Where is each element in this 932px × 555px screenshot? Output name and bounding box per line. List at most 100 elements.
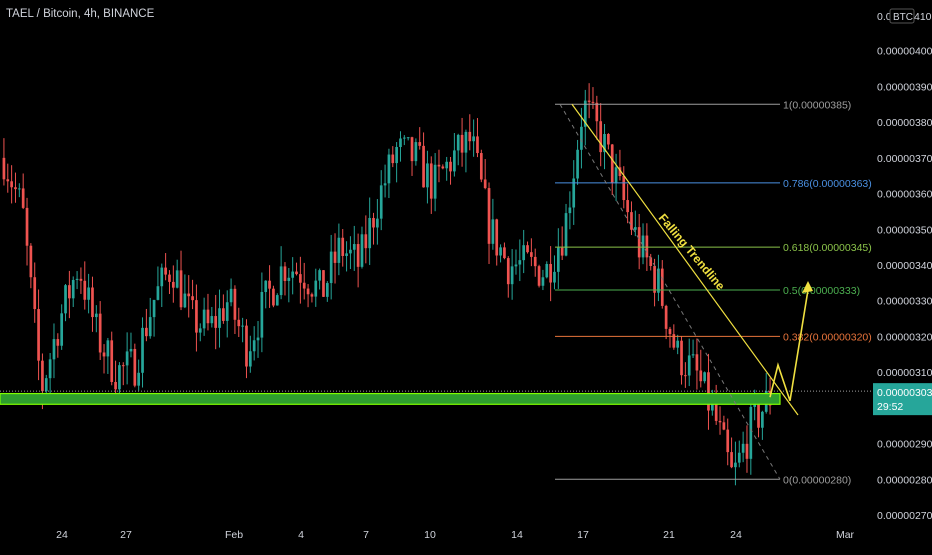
candle-body — [164, 267, 167, 275]
y-tick-label: 0.00000330 — [877, 296, 932, 308]
candle-body — [545, 263, 549, 278]
candle-body — [287, 277, 291, 281]
candle-body — [195, 300, 198, 333]
candle-body — [464, 131, 468, 153]
axis-top-partial: 0.0 — [877, 11, 892, 23]
candle-body — [657, 268, 660, 293]
candle-body — [633, 227, 637, 230]
candle-body — [714, 401, 718, 421]
candle-body — [222, 308, 225, 321]
candle-body — [533, 256, 537, 267]
candle-body — [745, 443, 749, 459]
candle-body — [684, 375, 687, 377]
fib-level-label: 0.5(0.00000333) — [783, 285, 860, 297]
candle-body — [710, 401, 714, 411]
projection-arrowhead — [802, 281, 813, 293]
candle-body — [295, 271, 298, 275]
x-tick-label: 7 — [363, 529, 369, 541]
candle-body — [741, 443, 745, 453]
candle-body — [268, 280, 271, 289]
candle-body — [291, 271, 295, 278]
candle-body — [87, 287, 90, 300]
candle-body — [737, 452, 741, 463]
candle-body — [445, 161, 449, 169]
candle-body — [749, 406, 753, 459]
candle-body — [279, 266, 283, 296]
candle-body — [437, 164, 441, 167]
candle-body — [21, 188, 25, 208]
candle-body — [337, 237, 341, 263]
candle-body — [757, 401, 760, 428]
candle-body — [410, 137, 414, 162]
candle-body — [402, 137, 406, 139]
candle-body — [695, 354, 699, 371]
candle-body — [541, 277, 545, 286]
candle-body — [306, 288, 310, 295]
candle-body — [653, 265, 656, 293]
candle-body — [314, 280, 318, 297]
candle-body — [372, 217, 375, 228]
candle-body — [379, 185, 383, 219]
y-tick-label: 0.00000310 — [877, 367, 932, 379]
candle-body — [225, 302, 229, 321]
candle-body — [572, 178, 576, 208]
y-tick-label: 0.00000360 — [877, 189, 932, 201]
y-tick-label: 0.00000340 — [877, 260, 932, 272]
candle-body — [133, 348, 137, 386]
candle-body — [599, 121, 603, 153]
candle-body — [275, 295, 279, 306]
trendline-label: Falling Trendline — [656, 211, 728, 293]
candle-body — [98, 313, 102, 353]
projection-path — [769, 289, 809, 401]
candle-body — [33, 277, 37, 310]
candle-body — [137, 372, 141, 386]
candle-body — [283, 266, 287, 281]
axis-top-partial-tail: 410 — [914, 11, 932, 23]
candle-body — [56, 339, 60, 346]
candle-body — [44, 378, 48, 392]
candle-body — [387, 154, 391, 184]
candle-body — [587, 100, 591, 102]
candle-body — [345, 253, 348, 256]
candle-body — [118, 365, 121, 390]
candle-body — [441, 166, 445, 169]
candle-body — [148, 317, 152, 337]
candle-body — [349, 249, 352, 254]
candle-body — [622, 176, 626, 201]
candle-body — [106, 340, 110, 357]
y-tick-label: 0.00000270 — [877, 510, 932, 522]
candle-body — [329, 251, 333, 284]
candle-body — [556, 247, 560, 272]
candle-body — [614, 167, 618, 183]
candle-body — [376, 218, 379, 228]
candle-body — [79, 278, 83, 281]
candle-body — [91, 287, 94, 318]
currency-badge — [889, 8, 915, 24]
candle-body — [399, 138, 402, 148]
candle-body — [514, 264, 518, 267]
candle-body — [499, 247, 502, 256]
candle-body — [94, 313, 98, 318]
candle-body — [668, 328, 672, 335]
candle-body — [141, 327, 144, 373]
candle-body — [580, 126, 583, 150]
falling-trendline — [571, 103, 799, 416]
candle-body — [630, 212, 633, 230]
last-price-label: 0.00000303 — [877, 387, 932, 399]
candle-body — [37, 309, 40, 361]
candle-body — [248, 351, 252, 367]
candle-body — [48, 359, 52, 379]
candle-body — [318, 270, 321, 281]
candle-body — [526, 245, 529, 253]
fib-level-label: 0.382(0.00000320) — [783, 331, 872, 343]
candle-body — [479, 153, 483, 180]
candle-body — [160, 267, 164, 287]
candle-body — [510, 266, 514, 285]
candle-body — [687, 355, 691, 376]
y-tick-label: 0.00000280 — [877, 474, 932, 486]
candle-body — [503, 247, 506, 259]
candle-body — [610, 144, 614, 183]
candle-body — [229, 288, 233, 303]
candle-body — [233, 288, 237, 320]
